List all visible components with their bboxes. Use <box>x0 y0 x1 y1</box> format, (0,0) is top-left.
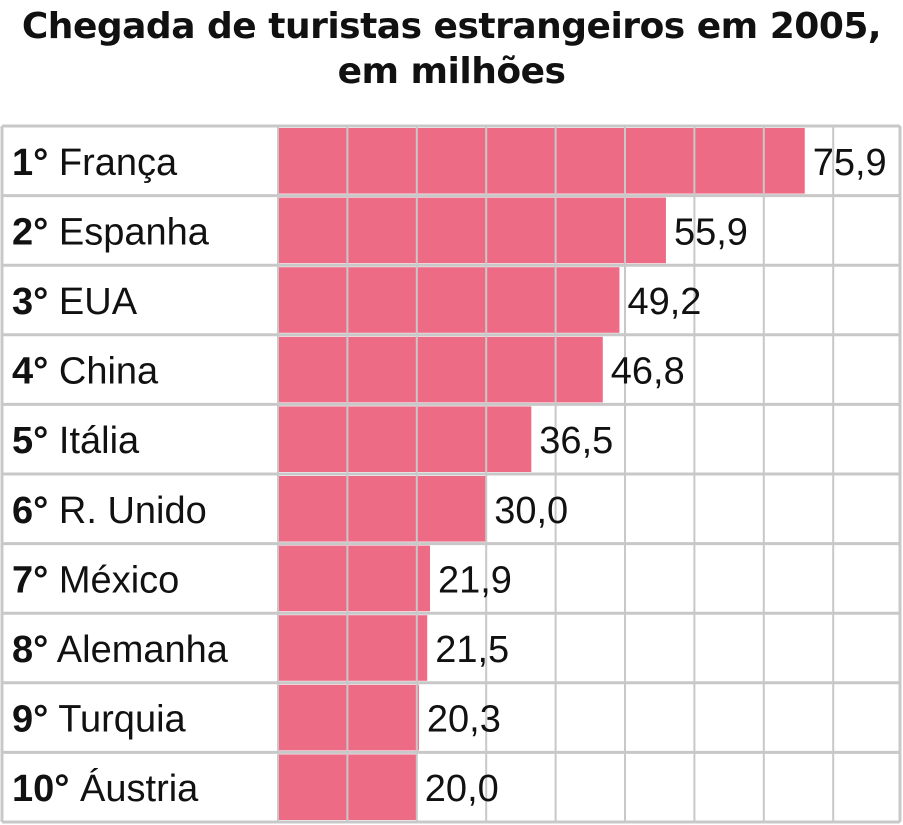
chart-title: Chegada de turistas estrangeiros em 2005… <box>21 6 882 92</box>
country-name: R. Unido <box>48 490 206 532</box>
bar <box>278 128 805 194</box>
category-label: 3° EUA <box>12 281 138 323</box>
value-label: 75,9 <box>813 142 887 184</box>
labels-layer: 1° França 75,9 2° Espanha 55,9 3° EUA 49,2 4° … <box>12 142 887 810</box>
bar <box>278 267 620 333</box>
value-label: 55,9 <box>674 211 748 253</box>
bar <box>278 336 603 403</box>
rank-number: 2° <box>12 211 48 253</box>
bar <box>278 406 532 472</box>
bar <box>278 615 428 681</box>
category-label: 9° Turquia <box>12 699 187 741</box>
rank-number: 3° <box>12 281 48 323</box>
rank-number: 9° <box>12 699 48 741</box>
country-name: México <box>48 559 179 601</box>
value-label: 49,2 <box>627 281 701 323</box>
bar <box>278 476 487 542</box>
country-name: Áustria <box>69 767 199 810</box>
bar <box>278 545 430 612</box>
category-label: 7° México <box>12 559 179 601</box>
bar <box>278 684 419 751</box>
rank-number: 6° <box>12 490 48 532</box>
category-label: 4° China <box>12 351 159 393</box>
value-label: 21,9 <box>438 559 512 601</box>
country-name: Itália <box>48 420 140 462</box>
category-label: 6° R. Unido <box>12 490 207 532</box>
country-name: China <box>48 351 159 393</box>
value-label: 46,8 <box>611 351 685 393</box>
category-label: 2° Espanha <box>12 211 210 253</box>
rank-number: 7° <box>12 559 48 601</box>
bars-layer <box>278 128 805 820</box>
category-label: 5° Itália <box>12 420 140 462</box>
category-label: 1° França <box>12 142 178 184</box>
country-name: EUA <box>48 281 137 323</box>
value-label: 21,5 <box>435 629 509 671</box>
rank-number: 5° <box>12 420 48 462</box>
country-name: França <box>48 142 178 184</box>
rank-number: 4° <box>12 351 48 393</box>
bar <box>278 197 666 264</box>
rank-number: 8° <box>12 629 48 671</box>
country-name: Espanha <box>48 211 209 253</box>
country-name: Alemanha <box>48 629 228 671</box>
country-name: Turquia <box>48 699 186 741</box>
value-label: 30,0 <box>494 490 568 532</box>
grid-layer <box>0 124 902 824</box>
category-label: 10° Áustria <box>12 767 199 810</box>
category-label: 8° Alemanha <box>12 629 229 671</box>
value-label: 20,3 <box>427 699 501 741</box>
value-label: 36,5 <box>539 420 613 462</box>
rank-number: 1° <box>12 142 48 184</box>
value-label: 20,0 <box>425 768 499 810</box>
rank-number: 10° <box>12 768 69 810</box>
